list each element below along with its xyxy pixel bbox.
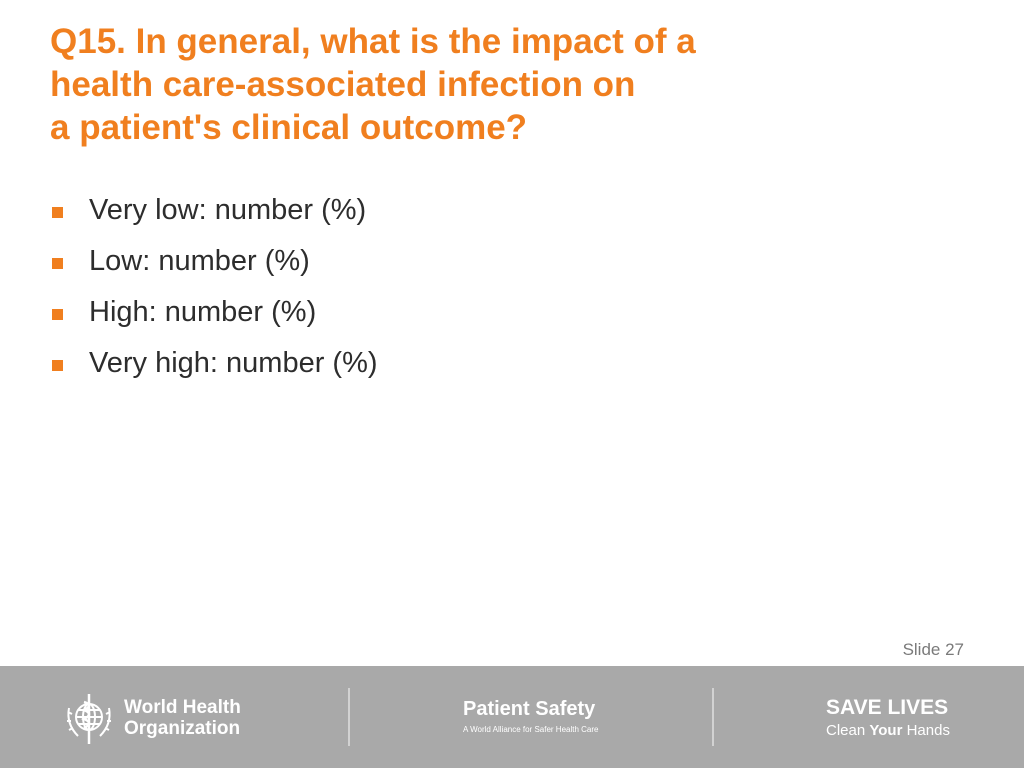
who-name-line-2: Organization	[124, 718, 241, 739]
footer-divider	[348, 688, 350, 746]
who-emblem-icon	[67, 694, 111, 744]
bullet-item-high: High: number (%)	[52, 292, 378, 343]
footer-divider	[712, 688, 714, 746]
square-bullet-icon	[52, 258, 63, 269]
patient-safety-logo: Patient Safety A World Alliance for Safe…	[463, 697, 598, 734]
patient-safety-title: Patient Safety	[463, 698, 596, 720]
square-bullet-icon	[52, 360, 63, 371]
patient-safety-subtitle: A World Alliance for Safer Health Care	[463, 725, 599, 734]
bullet-text: Very low: number (%)	[89, 194, 367, 226]
bullet-list: Very low: number (%) Low: number (%) Hig…	[52, 190, 378, 394]
who-name-line-1: World Health	[124, 697, 241, 718]
bullet-text: Very high: number (%)	[89, 347, 378, 379]
footer-bar: World Health Organization Patient Safety…	[0, 666, 1024, 768]
save-lives-title: SAVE LIVES	[826, 696, 949, 719]
bullet-item-very-high: Very high: number (%)	[52, 343, 378, 394]
save-lives-sub-bold: Your	[869, 722, 903, 739]
slide-title: Q15. In general, what is the impact of a…	[50, 20, 850, 149]
square-bullet-icon	[52, 207, 63, 218]
title-line-2: health care-associated infection on	[50, 65, 636, 104]
square-bullet-icon	[52, 309, 63, 320]
slide-number: Slide 27	[902, 640, 964, 659]
save-lives-logo: SAVE LIVES Clean Your Hands	[826, 696, 950, 741]
save-lives-sub-after: Hands	[902, 722, 950, 739]
bullet-item-very-low: Very low: number (%)	[52, 190, 378, 241]
who-name: World Health Organization	[124, 697, 241, 739]
title-line-3: a patient's clinical outcome?	[50, 108, 528, 147]
save-lives-sub-before: Clean	[826, 722, 870, 739]
title-line-1: Q15. In general, what is the impact of a	[50, 22, 696, 61]
bullet-text: High: number (%)	[89, 296, 317, 328]
save-lives-subtitle: Clean Your Hands	[826, 721, 950, 741]
bullet-item-low: Low: number (%)	[52, 241, 378, 292]
bullet-text: Low: number (%)	[89, 245, 310, 277]
